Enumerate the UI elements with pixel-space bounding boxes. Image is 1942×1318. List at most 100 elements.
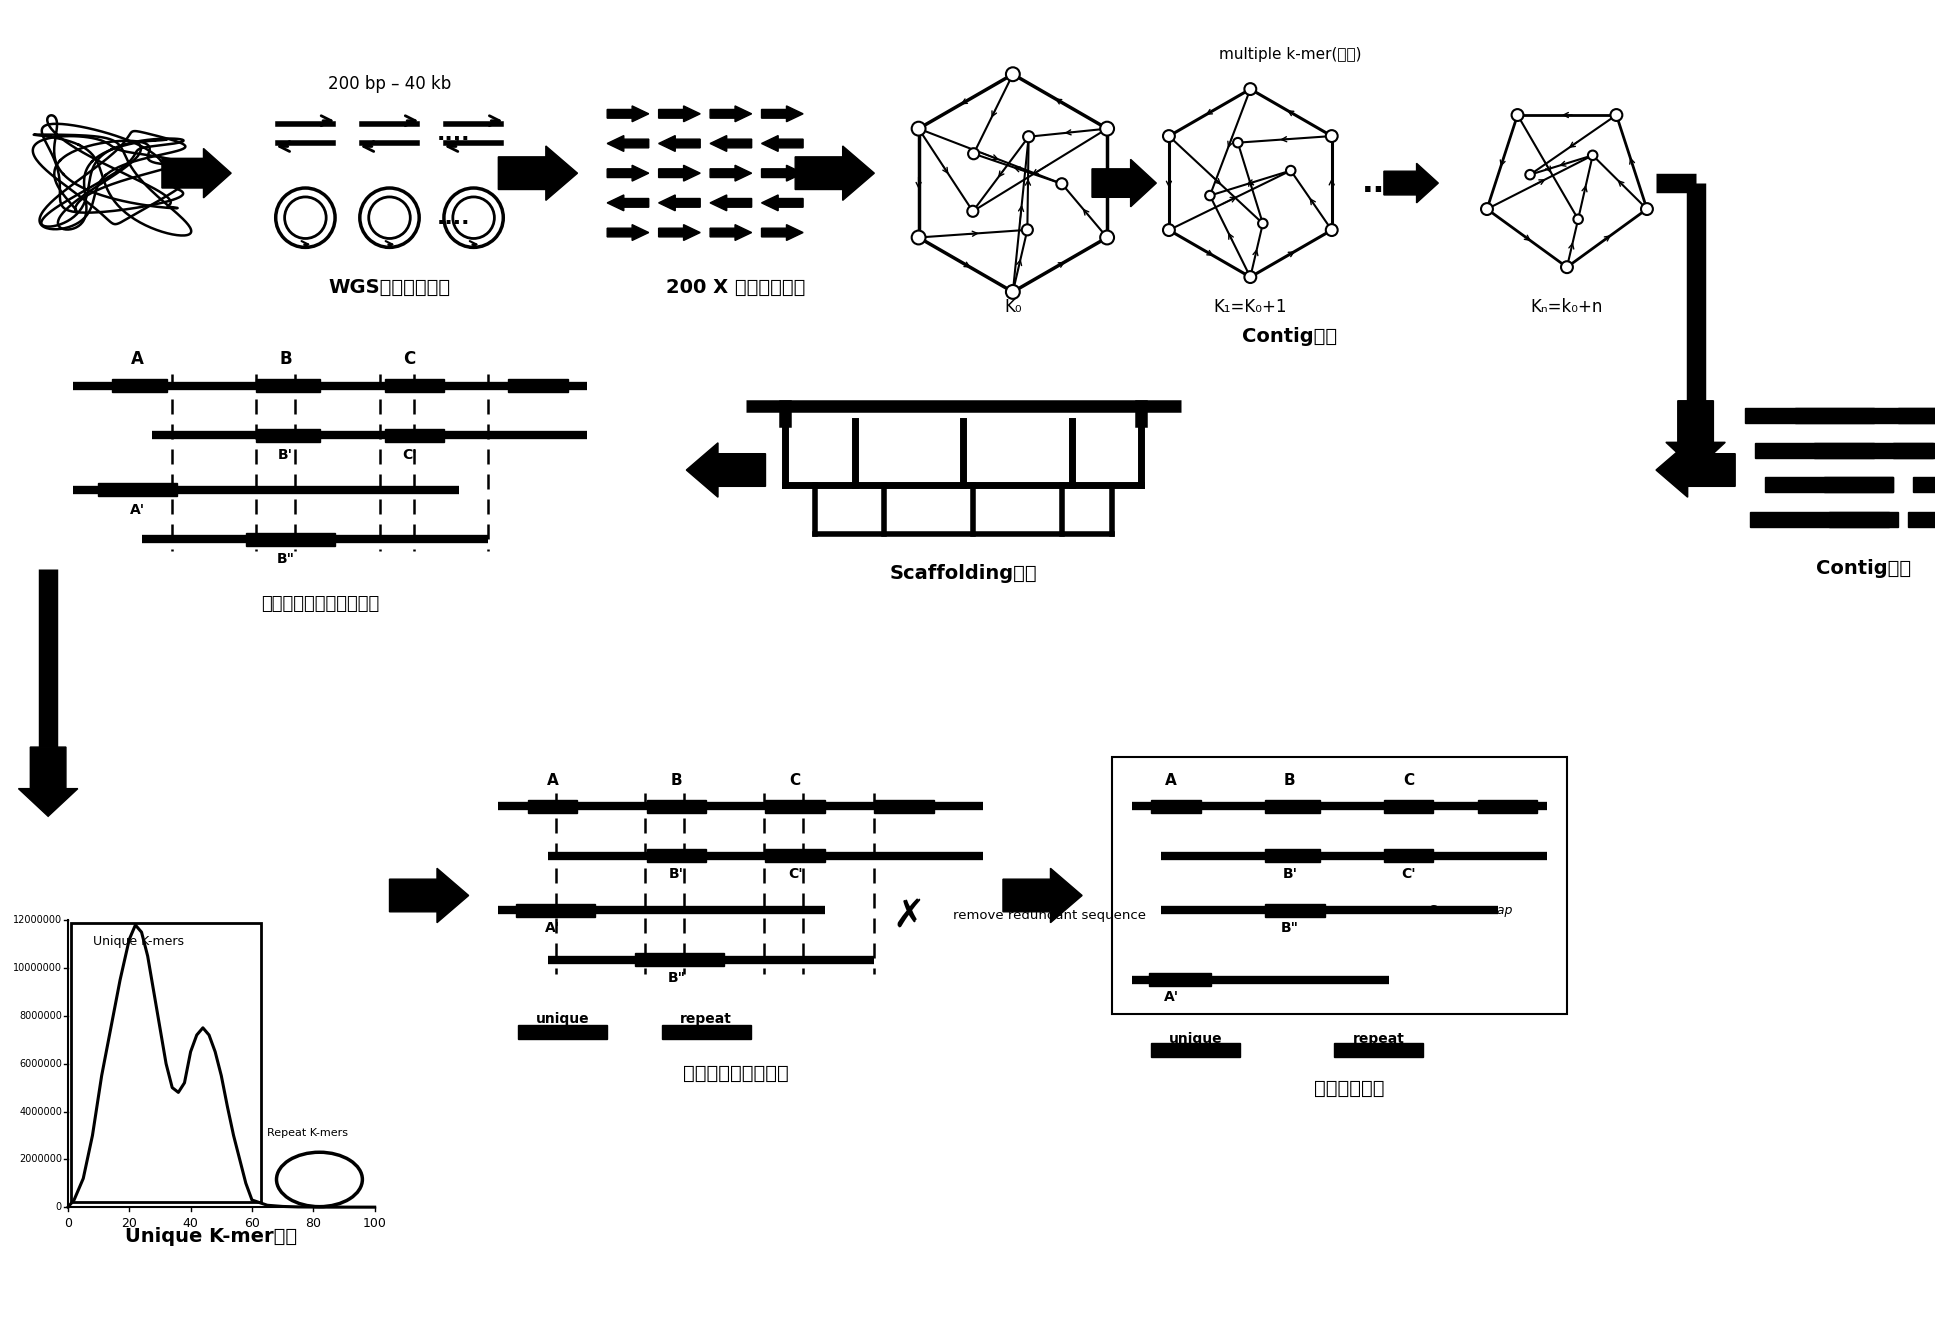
Text: unique: unique [536, 1012, 590, 1027]
Circle shape [1006, 67, 1020, 82]
Circle shape [1511, 109, 1523, 121]
Text: 12000000: 12000000 [14, 915, 62, 925]
FancyBboxPatch shape [113, 380, 167, 393]
Circle shape [1021, 224, 1033, 236]
Text: A: A [548, 772, 559, 788]
FancyBboxPatch shape [765, 849, 825, 862]
Text: Unique K-mer识别: Unique K-mer识别 [126, 1227, 297, 1247]
FancyBboxPatch shape [97, 484, 177, 497]
Text: unique: unique [1169, 1032, 1223, 1046]
Text: B: B [670, 772, 682, 788]
Text: C': C' [1402, 867, 1416, 880]
Polygon shape [711, 165, 752, 181]
FancyBboxPatch shape [385, 380, 445, 393]
Text: ...: ... [1361, 169, 1396, 198]
Text: K₁=K₀+1: K₁=K₀+1 [1214, 298, 1288, 316]
Circle shape [1286, 166, 1295, 175]
Polygon shape [390, 869, 468, 923]
Circle shape [1573, 215, 1583, 224]
FancyBboxPatch shape [1385, 800, 1433, 813]
Polygon shape [711, 136, 752, 152]
Text: Unique K-mers: Unique K-mers [93, 936, 184, 949]
FancyBboxPatch shape [528, 800, 577, 813]
Text: A': A' [546, 921, 561, 934]
Text: 4000000: 4000000 [19, 1107, 62, 1116]
Circle shape [1006, 285, 1020, 299]
Text: A: A [1165, 772, 1177, 788]
Text: Kₙ=k₀+n: Kₙ=k₀+n [1530, 298, 1604, 316]
Text: B': B' [278, 448, 293, 463]
Text: remove redundant sequence: remove redundant sequence [954, 909, 1146, 921]
FancyBboxPatch shape [1264, 849, 1321, 862]
Circle shape [1589, 150, 1598, 159]
Circle shape [1056, 178, 1068, 190]
Polygon shape [761, 165, 804, 181]
Circle shape [1163, 224, 1175, 236]
FancyBboxPatch shape [256, 380, 320, 393]
Polygon shape [711, 105, 752, 121]
FancyBboxPatch shape [1893, 443, 1942, 457]
FancyBboxPatch shape [517, 904, 596, 917]
FancyBboxPatch shape [647, 800, 707, 813]
Polygon shape [686, 443, 765, 497]
Polygon shape [658, 195, 701, 211]
Polygon shape [1002, 869, 1082, 923]
Polygon shape [608, 165, 649, 181]
FancyBboxPatch shape [1829, 513, 1888, 527]
Text: 带冗余序列的基因组图谱: 带冗余序列的基因组图谱 [260, 594, 379, 613]
FancyBboxPatch shape [662, 1025, 752, 1039]
Circle shape [1245, 83, 1256, 95]
Text: Scaffolding构建: Scaffolding构建 [889, 564, 1037, 584]
Text: B: B [1284, 772, 1295, 788]
Circle shape [1206, 191, 1214, 200]
Polygon shape [608, 105, 649, 121]
Text: multiple k-mer(可选): multiple k-mer(可选) [1220, 47, 1361, 62]
Text: 200 bp – 40 kb: 200 bp – 40 kb [328, 75, 451, 94]
FancyBboxPatch shape [247, 532, 336, 546]
Text: 80: 80 [305, 1217, 320, 1230]
Polygon shape [711, 195, 752, 211]
FancyBboxPatch shape [647, 849, 707, 862]
Circle shape [969, 148, 979, 159]
Circle shape [1163, 130, 1175, 142]
Text: B": B" [1282, 921, 1299, 934]
Circle shape [1258, 219, 1268, 228]
Text: 0: 0 [64, 1217, 72, 1230]
Text: A': A' [130, 502, 146, 517]
Polygon shape [761, 105, 804, 121]
Polygon shape [608, 136, 649, 152]
Text: B": B" [668, 970, 686, 985]
FancyBboxPatch shape [1913, 477, 1942, 493]
Polygon shape [658, 105, 701, 121]
Circle shape [1233, 138, 1243, 148]
Polygon shape [499, 146, 577, 200]
Polygon shape [761, 136, 804, 152]
Text: WGS测序文库构建: WGS测序文库构建 [328, 278, 451, 297]
Polygon shape [1091, 159, 1155, 207]
Polygon shape [19, 747, 78, 816]
FancyBboxPatch shape [1152, 800, 1200, 813]
Circle shape [1482, 203, 1493, 215]
FancyBboxPatch shape [1385, 849, 1433, 862]
Circle shape [911, 231, 926, 244]
Circle shape [1101, 231, 1115, 244]
FancyBboxPatch shape [519, 1025, 608, 1039]
Text: 杂合区域识别和处理: 杂合区域识别和处理 [684, 1064, 788, 1083]
FancyBboxPatch shape [1824, 477, 1893, 493]
Polygon shape [608, 195, 649, 211]
Circle shape [1326, 224, 1338, 236]
Polygon shape [608, 224, 649, 240]
FancyBboxPatch shape [1746, 409, 1942, 423]
FancyBboxPatch shape [1899, 409, 1942, 423]
Text: 60: 60 [245, 1217, 260, 1230]
Text: ✗: ✗ [893, 896, 924, 934]
Text: C: C [1402, 772, 1414, 788]
Circle shape [1101, 121, 1115, 136]
Text: ....: .... [437, 208, 470, 228]
FancyBboxPatch shape [1264, 800, 1321, 813]
Text: repeat: repeat [1354, 1032, 1404, 1046]
FancyBboxPatch shape [1794, 409, 1874, 423]
Text: A: A [130, 351, 144, 368]
FancyBboxPatch shape [1334, 1043, 1423, 1057]
FancyBboxPatch shape [1478, 800, 1538, 813]
